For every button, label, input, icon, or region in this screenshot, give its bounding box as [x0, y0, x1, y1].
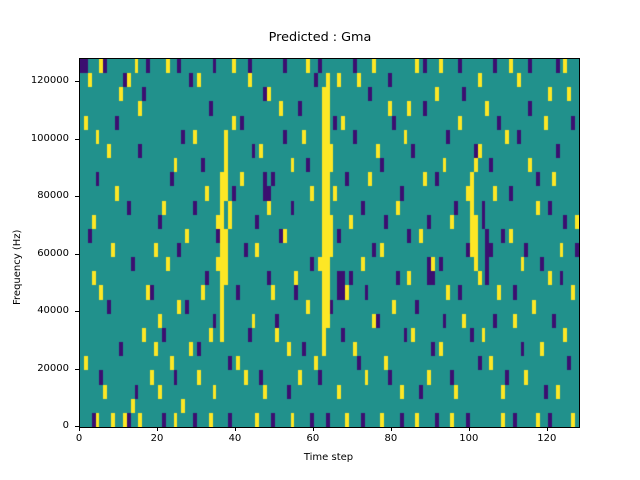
y-tick-mark — [75, 311, 79, 312]
y-tick-label: 80000 — [37, 190, 69, 201]
y-tick-label: 20000 — [37, 362, 69, 374]
heatmap-canvas — [80, 59, 579, 427]
y-tick-mark — [75, 253, 79, 255]
x-tick-label: 40 — [228, 433, 242, 444]
x-tick-mark — [546, 427, 548, 431]
x-tick-label: 120 — [537, 433, 557, 444]
x-tick-mark — [390, 427, 392, 431]
y-tick-label: 120000 — [30, 75, 69, 86]
y-tick-label: 60000 — [37, 247, 69, 259]
y-tick-label: 0 — [62, 420, 69, 431]
x-tick-mark — [79, 427, 80, 431]
y-tick-mark — [75, 138, 79, 140]
x-tick-mark — [234, 427, 236, 431]
chart-title: Predicted : Gma — [268, 30, 372, 45]
y-tick-label: 100000 — [30, 132, 69, 144]
x-tick-label: 80 — [384, 433, 398, 444]
y-axis-label: Frequency (Hz) — [12, 229, 23, 305]
y-tick-label: 40000 — [37, 305, 69, 316]
x-tick-label: 60 — [306, 433, 320, 444]
x-tick-mark — [312, 427, 314, 431]
y-tick-mark — [75, 368, 79, 370]
y-tick-mark — [75, 81, 79, 82]
heatmap-axes — [79, 58, 580, 428]
y-tick-mark — [75, 426, 79, 427]
x-tick-label: 0 — [75, 433, 83, 444]
y-tick-mark — [75, 196, 79, 197]
x-tick-mark — [156, 427, 158, 431]
x-axis-label: Time step — [303, 452, 354, 463]
x-tick-mark — [468, 427, 470, 431]
x-tick-label: 100 — [459, 433, 479, 444]
x-tick-label: 20 — [150, 433, 164, 444]
